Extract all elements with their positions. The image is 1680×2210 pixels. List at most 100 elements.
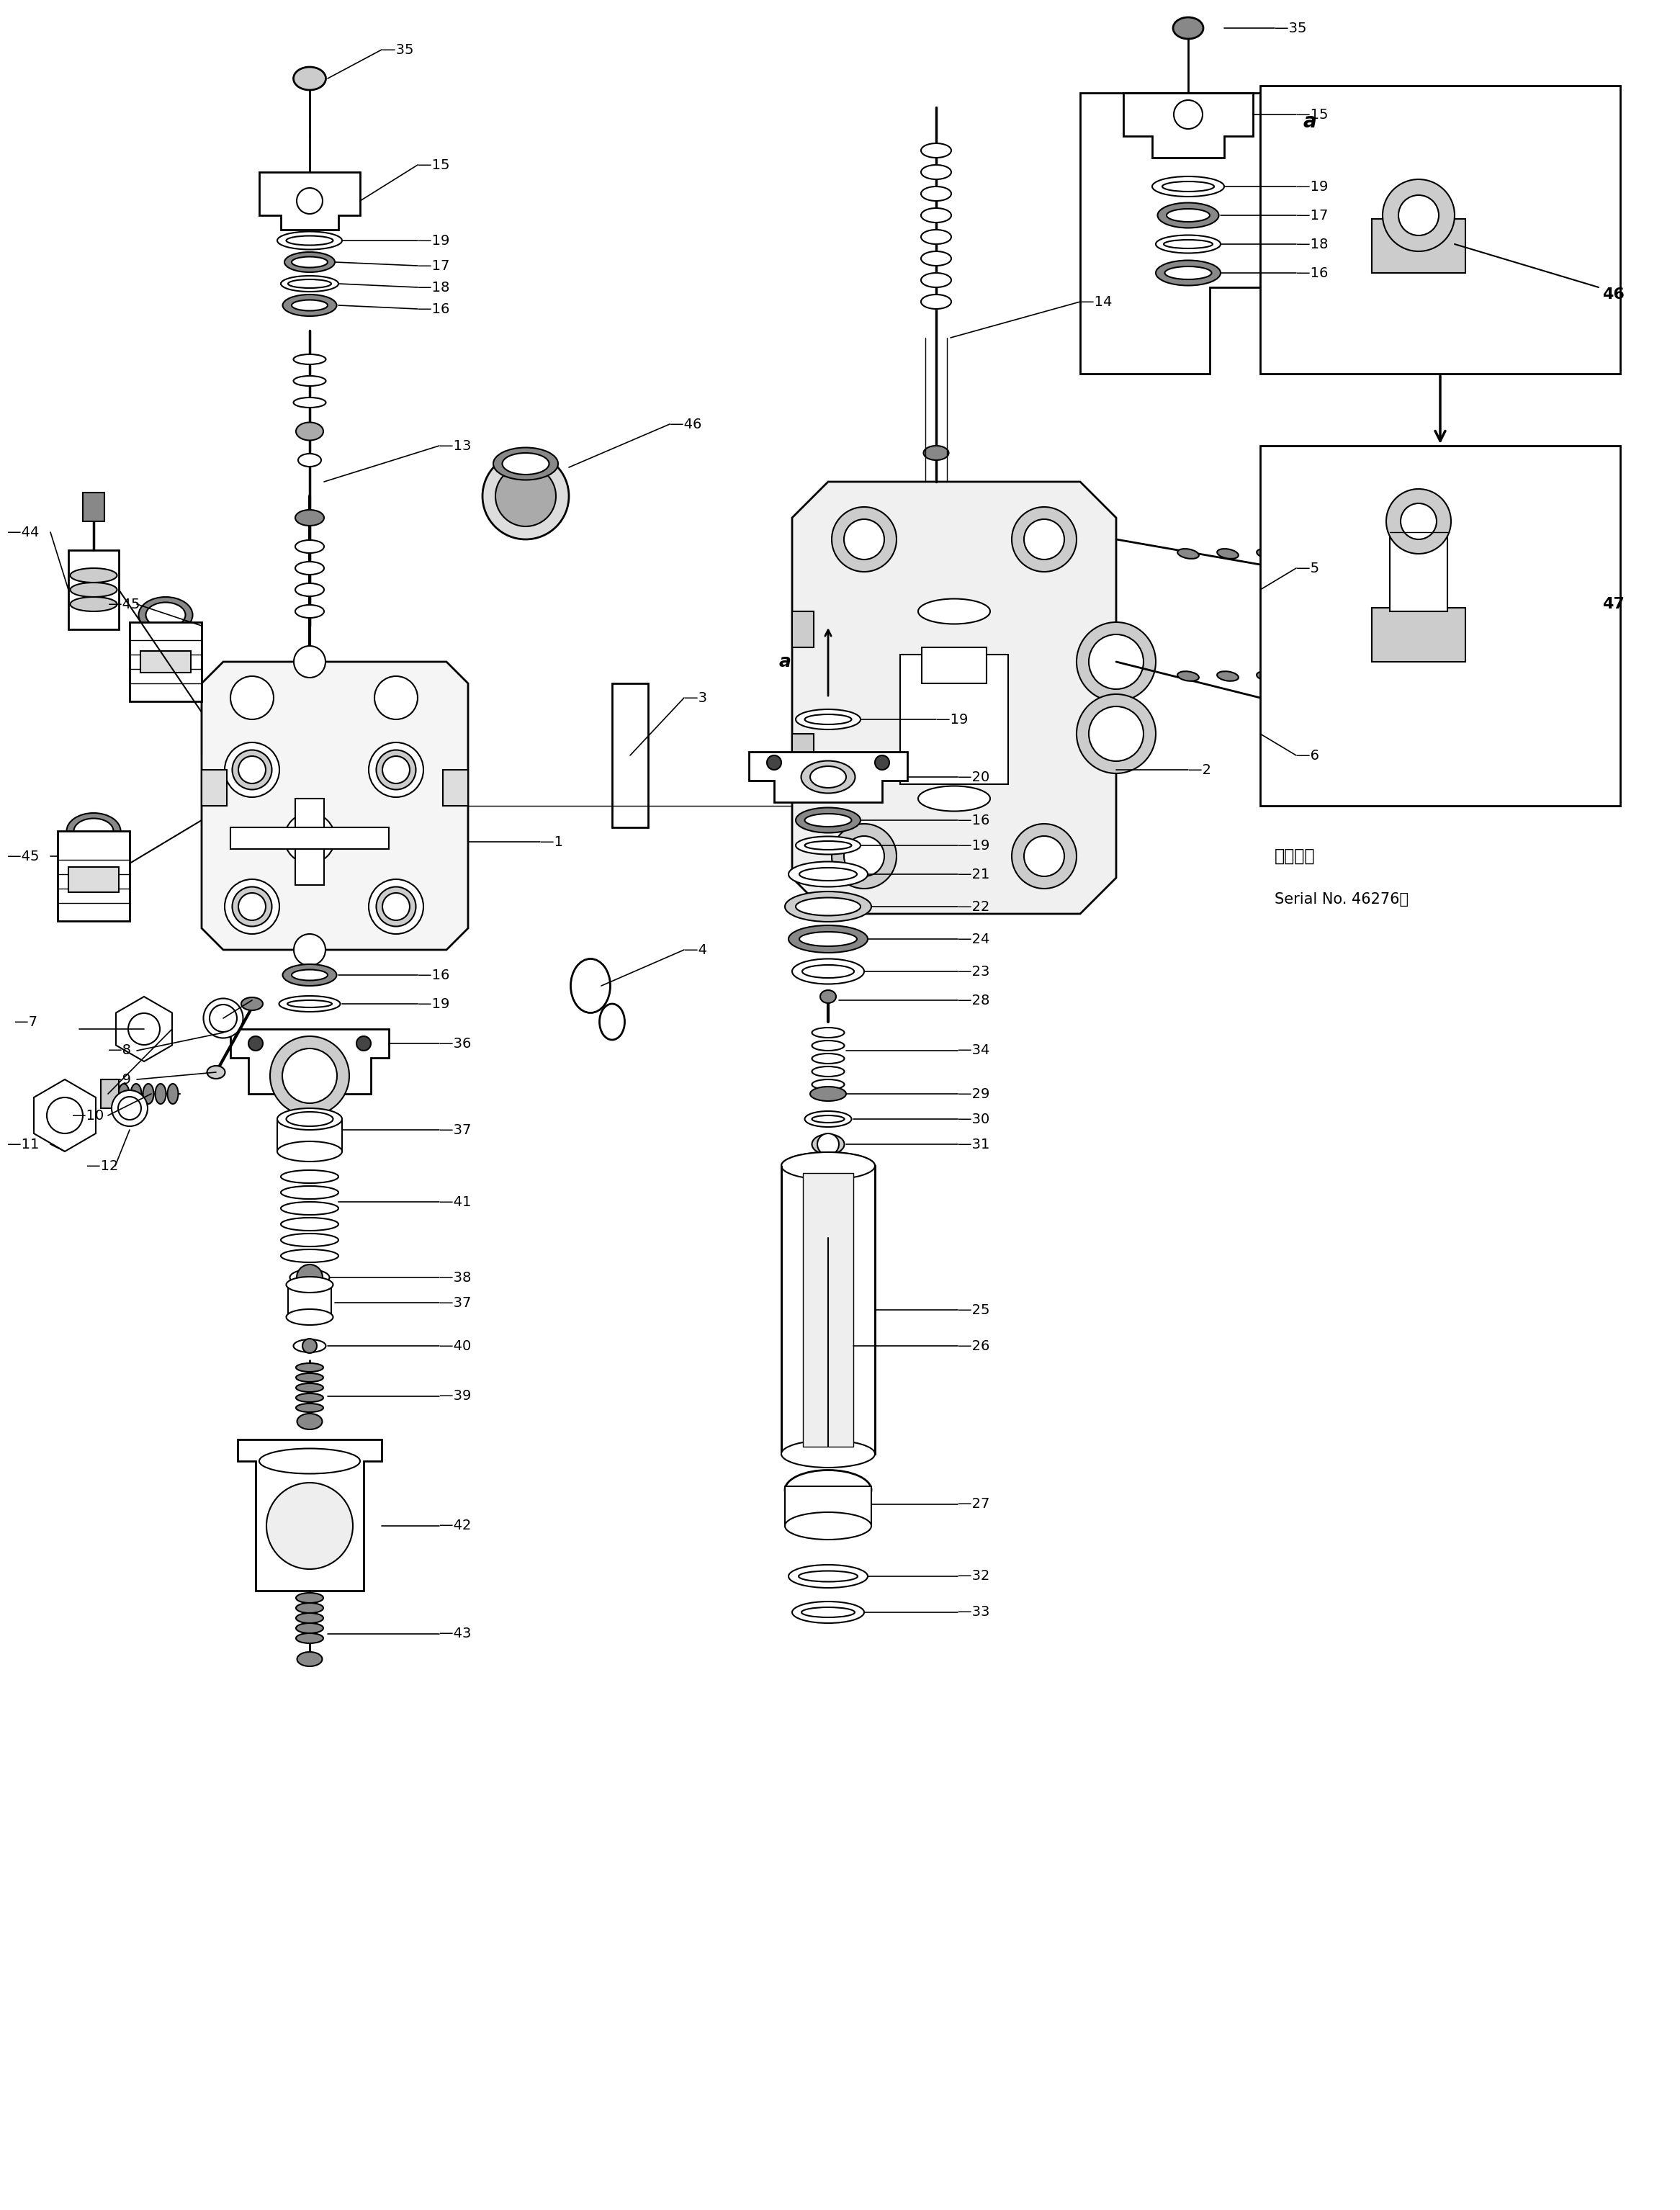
Circle shape [294, 935, 326, 966]
Text: —44: —44 [7, 526, 39, 539]
Text: —19: —19 [418, 234, 450, 248]
Text: —46: —46 [670, 418, 702, 431]
Circle shape [297, 1264, 323, 1291]
Circle shape [832, 506, 897, 572]
Ellipse shape [919, 599, 990, 623]
Circle shape [230, 676, 274, 720]
Ellipse shape [232, 749, 272, 789]
Text: —2: —2 [1188, 762, 1211, 776]
Ellipse shape [210, 1006, 237, 1032]
Ellipse shape [791, 1602, 864, 1622]
Text: —17: —17 [418, 259, 450, 272]
Ellipse shape [921, 230, 951, 243]
Circle shape [267, 1483, 353, 1569]
Bar [69, 866, 119, 893]
Ellipse shape [71, 597, 118, 612]
Circle shape [832, 824, 897, 888]
Ellipse shape [242, 997, 262, 1010]
Ellipse shape [232, 886, 272, 926]
Ellipse shape [297, 1414, 323, 1430]
Text: —19: —19 [1297, 179, 1329, 192]
Bar [1260, 446, 1620, 807]
Bar [922, 648, 986, 683]
Circle shape [482, 453, 570, 539]
Text: —35: —35 [381, 42, 413, 57]
Circle shape [1089, 634, 1144, 690]
Circle shape [294, 645, 326, 678]
Ellipse shape [810, 1087, 847, 1101]
Ellipse shape [811, 1067, 845, 1076]
Bar [101, 1078, 119, 1107]
Bar [1260, 86, 1620, 373]
Ellipse shape [139, 597, 193, 632]
Text: —16: —16 [418, 303, 450, 316]
Ellipse shape [805, 813, 852, 827]
Ellipse shape [811, 1116, 845, 1123]
Ellipse shape [781, 1151, 875, 1180]
Text: —5: —5 [1297, 561, 1319, 575]
Ellipse shape [1216, 672, 1238, 681]
Text: —39: —39 [438, 1390, 470, 1403]
Text: a: a [780, 654, 791, 670]
Text: 47: 47 [1603, 597, 1625, 612]
Ellipse shape [296, 1622, 323, 1633]
Text: —26: —26 [958, 1339, 990, 1353]
Bar [141, 652, 192, 672]
Ellipse shape [800, 869, 857, 882]
Ellipse shape [296, 1633, 323, 1644]
Circle shape [496, 466, 556, 526]
Ellipse shape [1257, 672, 1278, 681]
Ellipse shape [281, 1233, 338, 1246]
Circle shape [1025, 519, 1065, 559]
Ellipse shape [1152, 177, 1225, 197]
Ellipse shape [921, 252, 951, 265]
Ellipse shape [286, 236, 333, 245]
Text: —25: —25 [958, 1304, 990, 1317]
Polygon shape [749, 751, 907, 802]
Ellipse shape [287, 278, 331, 287]
Text: —11: —11 [7, 1138, 39, 1151]
Ellipse shape [919, 787, 990, 811]
Text: —37: —37 [438, 1295, 470, 1311]
Text: —10: —10 [72, 1109, 104, 1123]
Text: —31: —31 [958, 1138, 990, 1151]
Ellipse shape [1178, 548, 1200, 559]
Polygon shape [1124, 93, 1253, 157]
Ellipse shape [1158, 203, 1218, 228]
Text: —21: —21 [958, 866, 990, 882]
Ellipse shape [924, 446, 949, 460]
Ellipse shape [297, 1651, 323, 1666]
Polygon shape [230, 1030, 388, 1094]
Text: —45: —45 [7, 849, 39, 864]
Circle shape [297, 188, 323, 214]
Ellipse shape [785, 891, 872, 922]
Ellipse shape [921, 166, 951, 179]
Circle shape [282, 1048, 338, 1103]
Text: —41: —41 [438, 1196, 470, 1209]
Ellipse shape [1384, 723, 1423, 745]
Bar [57, 831, 129, 922]
Ellipse shape [287, 1001, 333, 1008]
Ellipse shape [502, 453, 549, 475]
Text: —24: —24 [958, 933, 990, 946]
Text: —29: —29 [958, 1087, 990, 1101]
Ellipse shape [281, 1169, 338, 1182]
Ellipse shape [296, 511, 324, 526]
Text: Serial No. 46276～: Serial No. 46276～ [1275, 893, 1408, 906]
Ellipse shape [281, 1218, 338, 1231]
Ellipse shape [239, 756, 265, 785]
Ellipse shape [1384, 579, 1423, 601]
Ellipse shape [801, 760, 855, 793]
Ellipse shape [277, 232, 343, 250]
Ellipse shape [805, 1112, 852, 1127]
Bar [1389, 533, 1448, 612]
Ellipse shape [921, 144, 951, 157]
Text: —3: —3 [684, 692, 707, 705]
Ellipse shape [781, 1151, 875, 1180]
Ellipse shape [259, 1448, 360, 1474]
Ellipse shape [281, 1249, 338, 1262]
Bar [785, 1487, 872, 1525]
Ellipse shape [155, 1083, 166, 1105]
Ellipse shape [146, 603, 185, 628]
Ellipse shape [296, 1613, 323, 1622]
